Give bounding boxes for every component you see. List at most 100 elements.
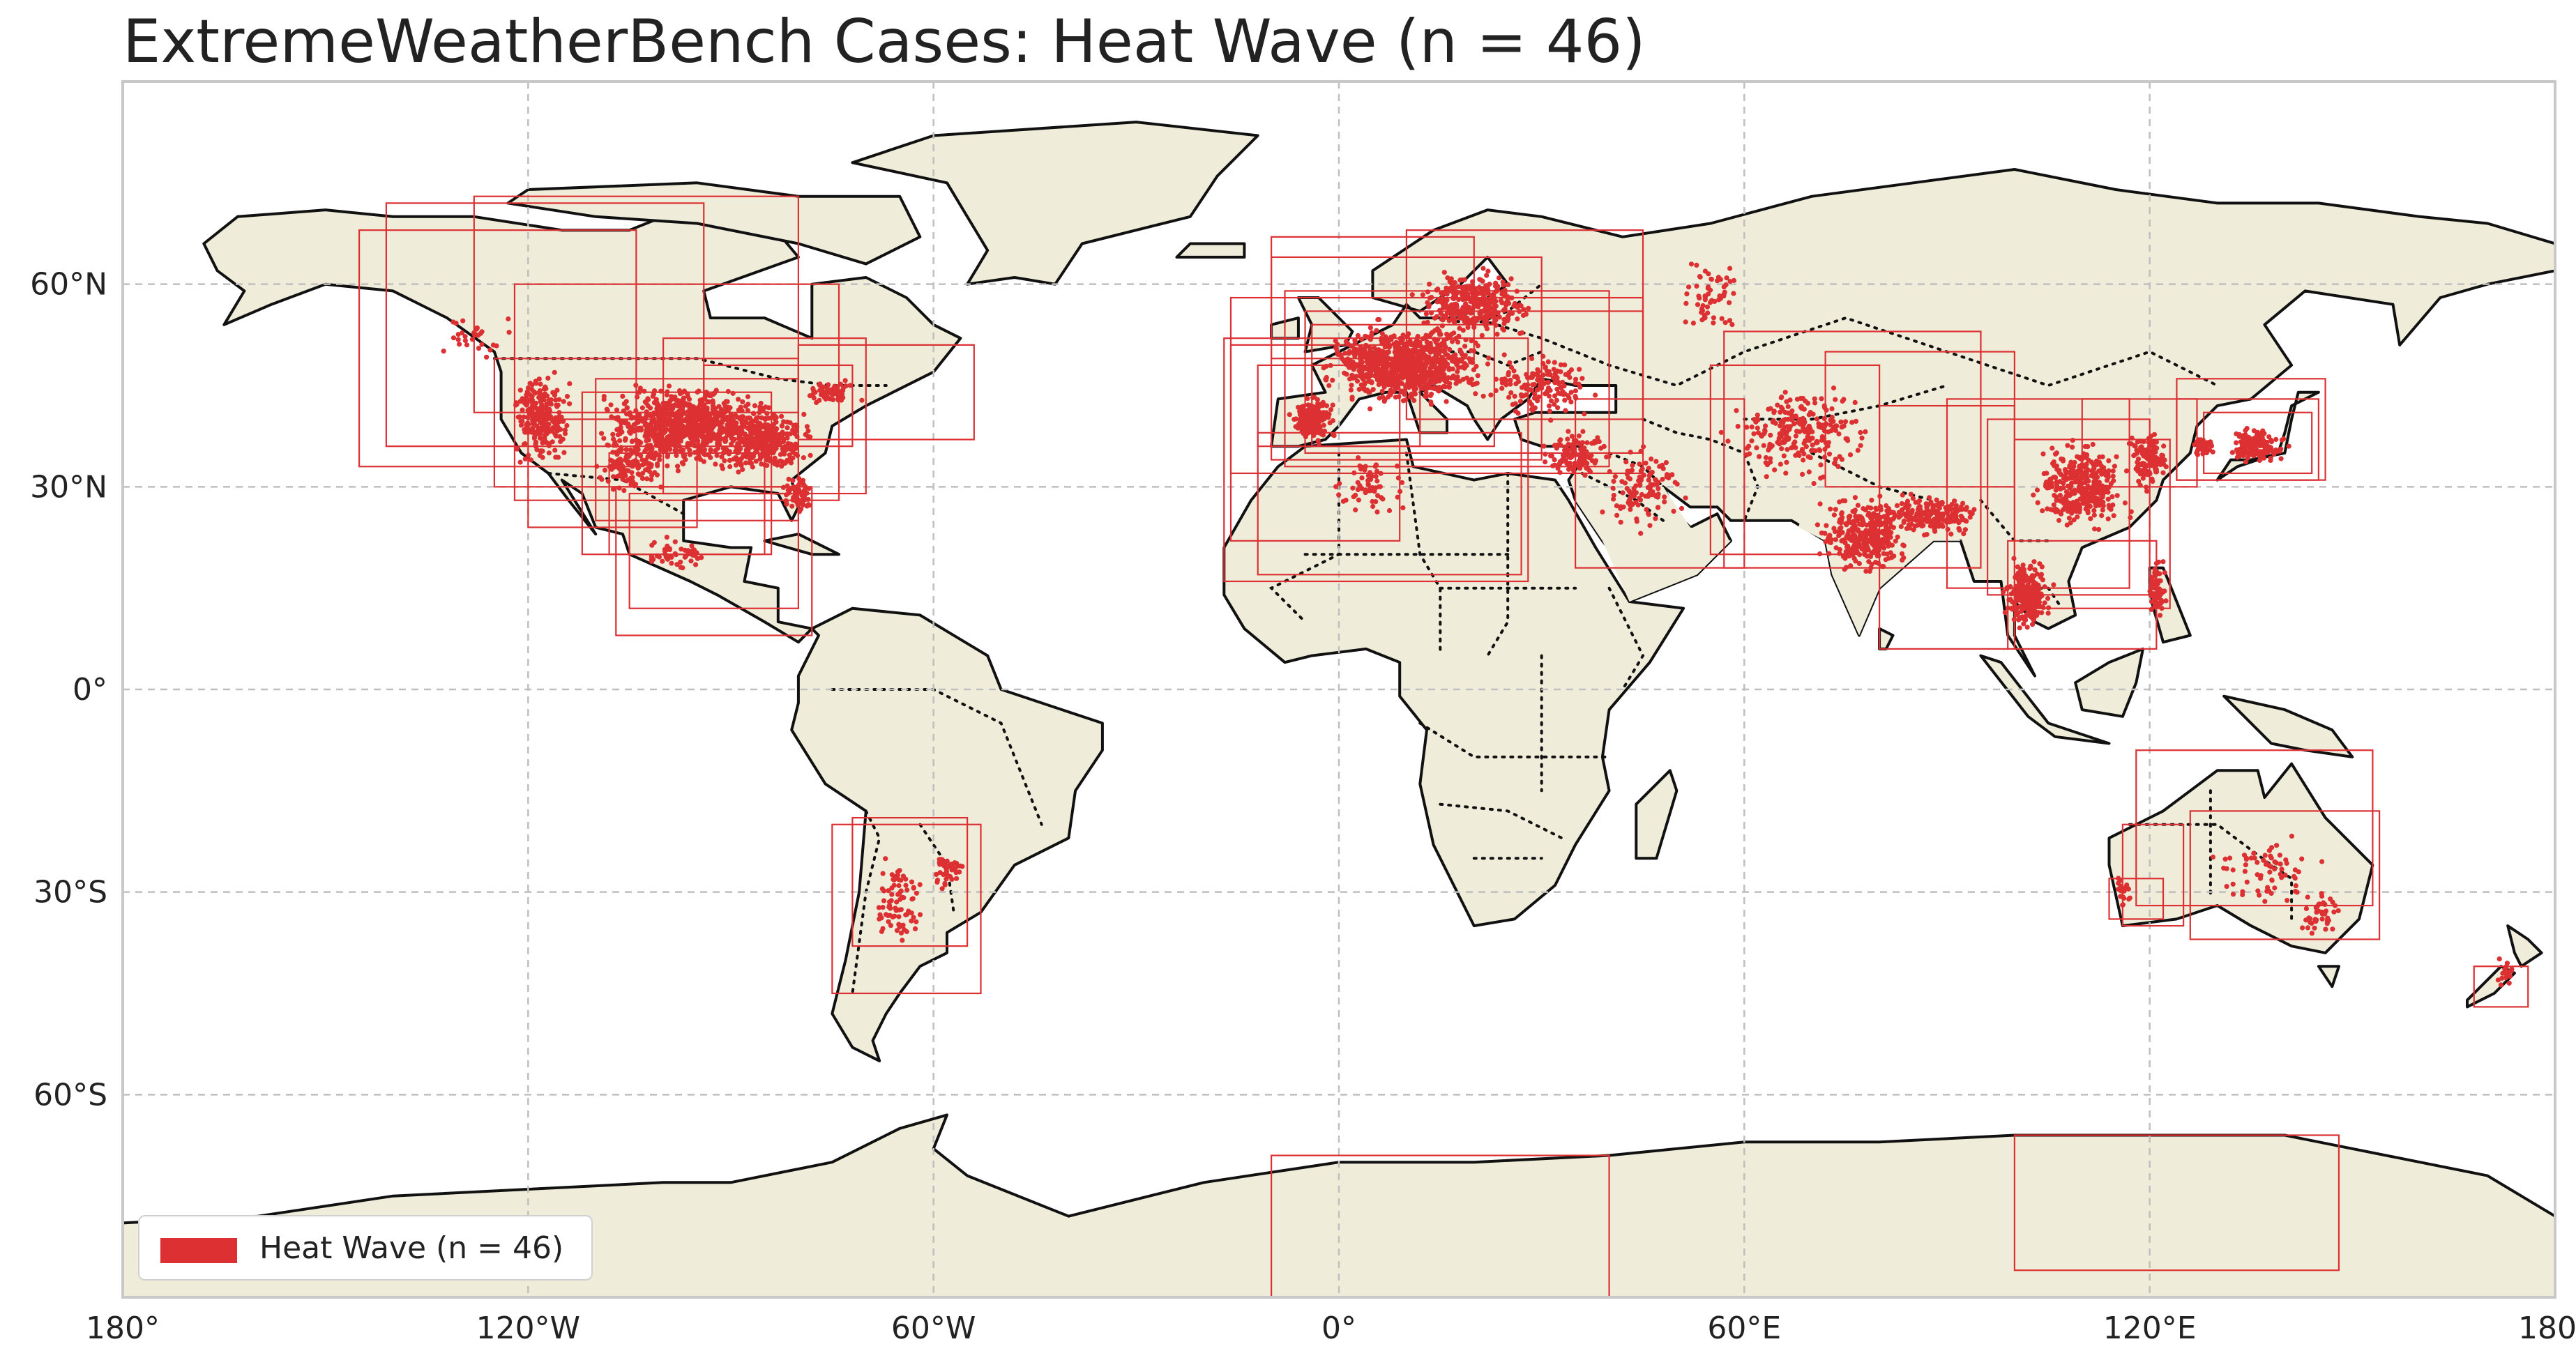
land-new-guinea [2222, 694, 2354, 758]
case-point [752, 403, 758, 408]
case-point [1758, 432, 1764, 438]
case-point [1453, 301, 1459, 307]
case-point [1552, 360, 1557, 365]
case-point [1374, 328, 1379, 333]
case-point [1400, 333, 1406, 338]
case-point [1379, 388, 1385, 394]
case-point [1819, 530, 1824, 536]
case-point [1348, 387, 1354, 393]
case-point [711, 407, 716, 413]
case-point [748, 439, 754, 445]
case-point [609, 414, 614, 420]
case-point [620, 393, 626, 399]
case-point [1488, 314, 1494, 319]
case-point [672, 539, 678, 544]
case-point [1653, 477, 1658, 482]
border-line [1268, 451, 1340, 624]
case-point [654, 406, 660, 411]
case-point [651, 540, 657, 545]
case-point [1340, 498, 1346, 504]
case-point [677, 414, 683, 420]
case-point [2112, 464, 2117, 469]
case-point [626, 424, 632, 429]
case-point [473, 326, 479, 332]
case-point [1778, 404, 1784, 410]
case-point [540, 427, 547, 432]
case-point [538, 381, 543, 387]
case-point [789, 503, 795, 509]
case-point [1399, 369, 1404, 376]
case-point [1614, 512, 1620, 518]
case-point [820, 384, 826, 390]
case-point [1771, 408, 1777, 414]
case-point [490, 342, 497, 348]
case-point [1545, 359, 1551, 365]
case-point [669, 560, 674, 566]
case-point [1358, 382, 1364, 388]
case-point [1898, 524, 1904, 530]
case-point [1913, 500, 1918, 505]
case-point [1601, 443, 1607, 450]
case-point [1781, 453, 1787, 459]
case-point [1552, 371, 1558, 377]
land-tasmania [2317, 965, 2340, 988]
case-point [1378, 374, 1384, 380]
case-point [1355, 333, 1361, 338]
case-point [811, 389, 817, 395]
case-point [1535, 398, 1540, 404]
case-point [790, 450, 796, 455]
case-point [1312, 404, 1318, 410]
case-point [1515, 379, 1522, 385]
case-point [1296, 404, 1301, 410]
case-point [1858, 429, 1863, 436]
case-point [564, 394, 570, 399]
case-point [605, 478, 611, 484]
case-point [1562, 397, 1568, 403]
case-point [1423, 390, 1429, 395]
case-point [1362, 374, 1368, 379]
case-point [841, 385, 847, 390]
case-point [676, 433, 681, 438]
case-point [1372, 373, 1378, 379]
case-point [2065, 443, 2070, 448]
border-line [1743, 384, 1948, 421]
case-point [1858, 443, 1863, 448]
case-point [762, 417, 768, 422]
case-point [557, 434, 563, 439]
case-point [2037, 561, 2043, 567]
case-point [541, 386, 547, 392]
case-point [726, 451, 732, 457]
case-point [542, 406, 547, 411]
case-point [1618, 505, 1623, 512]
case-point [1551, 367, 1556, 372]
case-point [710, 404, 715, 409]
case-point [1844, 544, 1850, 550]
case-point [1374, 478, 1380, 484]
case-point [1423, 384, 1429, 390]
case-point [1920, 517, 1925, 522]
case-point [663, 400, 669, 406]
case-point [1449, 339, 1455, 344]
case-point [1810, 448, 1816, 453]
case-point [1420, 292, 1425, 298]
case-point [737, 457, 743, 463]
case-point [676, 420, 682, 427]
case-point [674, 452, 679, 459]
case-point [1789, 412, 1794, 418]
case-point [1441, 299, 1447, 305]
land-borneo [2074, 647, 2144, 718]
case-point [1410, 349, 1416, 354]
case-point [1314, 397, 1320, 402]
case-point [1354, 374, 1359, 379]
case-point [1356, 386, 1362, 392]
case-point [1821, 415, 1827, 422]
case-point [723, 438, 729, 443]
case-point [1400, 505, 1406, 511]
case-point [688, 430, 693, 436]
case-point [554, 388, 560, 393]
case-point [664, 427, 669, 432]
case-point [1303, 418, 1309, 424]
case-point [1861, 539, 1867, 544]
case-point [1589, 441, 1595, 446]
case-point [667, 413, 673, 418]
